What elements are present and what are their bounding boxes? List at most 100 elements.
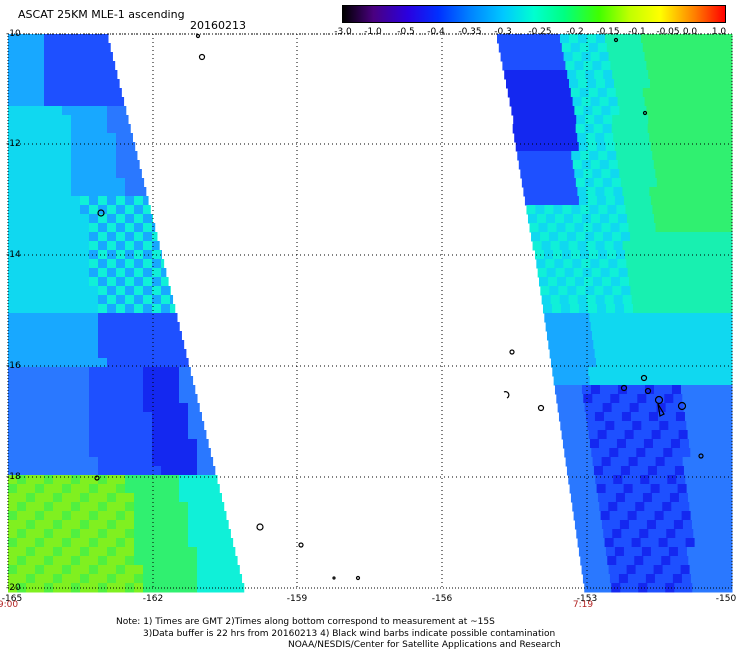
swath-cell xyxy=(62,205,72,215)
swath-cell xyxy=(577,475,587,485)
swath-cell xyxy=(80,358,90,368)
swath-cell xyxy=(62,448,72,458)
swath-cell xyxy=(639,529,649,539)
swath-cell xyxy=(125,538,135,548)
swath-cell xyxy=(143,493,153,503)
swath-cell xyxy=(143,556,153,566)
swath-cell xyxy=(586,538,597,548)
swath-cell xyxy=(89,484,99,494)
swath-cell xyxy=(716,214,727,224)
swath-cell xyxy=(197,529,207,539)
swath-cell xyxy=(662,214,673,224)
swath-cell xyxy=(659,79,669,89)
swath-cell xyxy=(638,178,649,188)
swath-cell xyxy=(89,565,99,575)
swath-cell xyxy=(17,322,27,332)
swath-cell xyxy=(609,574,620,584)
swath-cell xyxy=(731,304,733,314)
swath-cell xyxy=(572,322,583,332)
swath-cell xyxy=(729,232,733,242)
swath-cell xyxy=(630,286,640,296)
swath-cell xyxy=(700,394,710,404)
swath-cell xyxy=(658,358,669,368)
swath-cell xyxy=(80,151,90,161)
swath-cell xyxy=(652,376,663,386)
swath-cell xyxy=(197,547,207,557)
swath-cell xyxy=(8,421,18,431)
swath-cell xyxy=(722,547,733,557)
swath-cell xyxy=(152,430,162,440)
swath-cell xyxy=(17,205,27,215)
swath-cell xyxy=(71,331,81,341)
swath-cell xyxy=(685,295,696,305)
swath-cell xyxy=(635,385,646,395)
swath-cell xyxy=(107,223,117,233)
swath-cell xyxy=(98,169,108,179)
swath-cell xyxy=(729,286,733,296)
swath-cell xyxy=(35,151,45,161)
swath-cell xyxy=(215,565,225,575)
swath-cell xyxy=(547,106,557,116)
swath-cell xyxy=(134,385,144,395)
swath-cell xyxy=(44,70,54,80)
swath-cell xyxy=(116,529,126,539)
swath-cell xyxy=(26,268,36,278)
swath-cell xyxy=(664,169,674,179)
swath-cell xyxy=(89,412,99,422)
swath-cell xyxy=(592,457,603,467)
swath-cell xyxy=(558,232,568,242)
swath-cell xyxy=(125,169,135,179)
swath-cell xyxy=(53,313,63,323)
swath-cell xyxy=(521,178,532,188)
swath-cell xyxy=(567,70,577,80)
swath-cell xyxy=(107,97,117,107)
swath-cell xyxy=(161,250,162,260)
swath-cell xyxy=(726,448,733,458)
swath-cell xyxy=(35,268,45,278)
swath-cell xyxy=(590,97,601,107)
swath-cell xyxy=(44,295,54,305)
swath-cell xyxy=(523,187,533,197)
swath-cell xyxy=(644,259,654,269)
swath-cell xyxy=(606,430,617,440)
swath-cell xyxy=(17,421,27,431)
swath-cell xyxy=(684,349,695,359)
swath-cell xyxy=(98,358,108,368)
swath-cell xyxy=(706,250,716,260)
swath-cell xyxy=(134,241,144,251)
swath-cell xyxy=(693,529,703,539)
swath-cell xyxy=(653,385,664,395)
swath-cell xyxy=(71,196,81,206)
swath-cell xyxy=(629,178,640,188)
swath-cell xyxy=(623,79,633,89)
swath-cell xyxy=(582,574,593,584)
swath-cell xyxy=(170,331,180,341)
swath-cell xyxy=(125,511,135,521)
swath-cell xyxy=(125,232,135,242)
swath-cell xyxy=(8,205,18,215)
swath-cell xyxy=(89,556,99,566)
swath-cell xyxy=(107,205,117,215)
swath-cell xyxy=(565,106,575,116)
swath-cell xyxy=(134,232,144,242)
swath-cell xyxy=(35,61,45,71)
swath-cell xyxy=(538,61,548,71)
swath-cell xyxy=(557,403,568,413)
swath-cell xyxy=(541,133,551,143)
island xyxy=(256,523,264,531)
swath-cell xyxy=(197,484,207,494)
swath-cell xyxy=(35,322,45,332)
swath-cell xyxy=(562,439,573,449)
swath-cell xyxy=(179,340,185,350)
swath-cell xyxy=(619,106,629,116)
swath-cell xyxy=(587,547,598,557)
swath-cell xyxy=(703,358,714,368)
swath-cell xyxy=(587,79,597,89)
swath-cell xyxy=(197,556,207,566)
swath-cell xyxy=(630,412,641,422)
longitude-tick-label: -165 xyxy=(1,594,23,604)
swath-cell xyxy=(179,484,189,494)
note-line-3: NOAA/NESDIS/Center for Satellite Applica… xyxy=(288,640,561,650)
swath-cell xyxy=(143,439,153,449)
swath-cell xyxy=(26,160,36,170)
